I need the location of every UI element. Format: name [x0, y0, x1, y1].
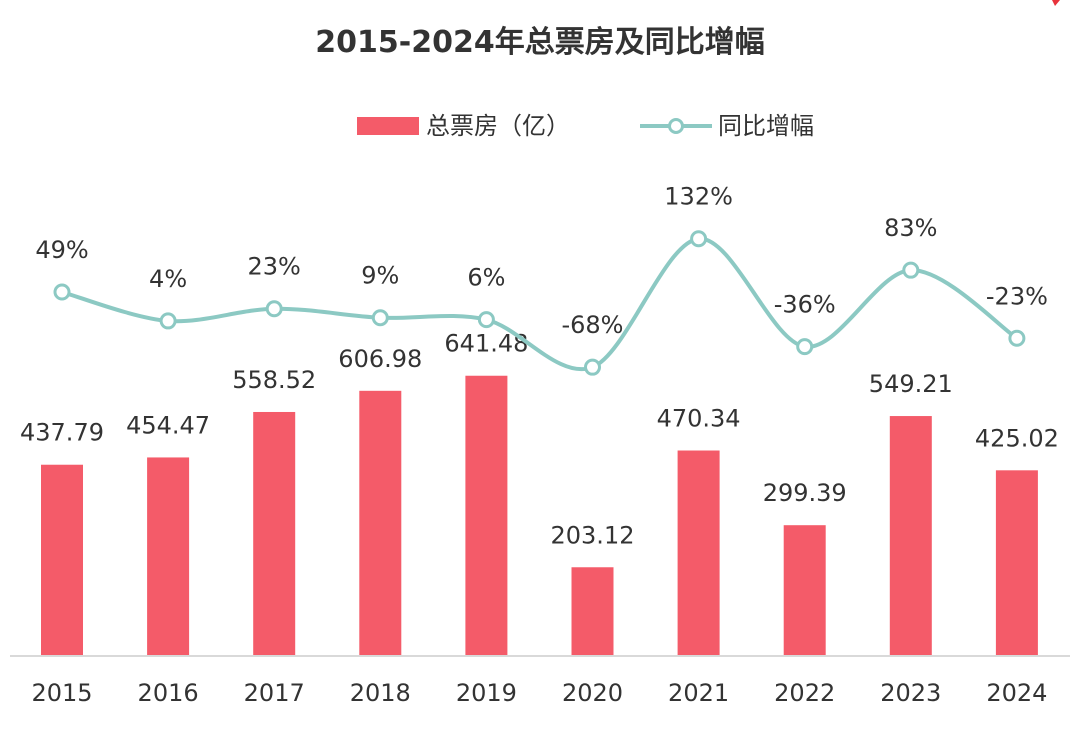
x-tick-2016: 2016: [138, 679, 199, 707]
growth-data-labels: 49% 4% 23% 9% 6% -68% 132% -36% 83% -23%: [35, 183, 1048, 339]
bar-label-2020: 203.12: [551, 521, 635, 549]
bar-2018: [359, 390, 402, 656]
legend: 总票房（亿） 同比增幅: [357, 112, 814, 140]
growth-point-2021: [690, 230, 708, 248]
bar-2015: [41, 464, 83, 656]
bar-label-2015: 437.79: [20, 419, 104, 447]
growth-label-2015: 49%: [35, 236, 88, 264]
chart-title: 2015-2024年总票房及同比增幅: [315, 25, 764, 60]
growth-points: [53, 230, 1026, 376]
growth-point-2023: [902, 261, 920, 279]
bar-2022: [783, 525, 826, 656]
bar-label-2023: 549.21: [869, 370, 953, 398]
growth-point-2017: [265, 300, 283, 318]
growth-point-2019: [477, 311, 495, 329]
bar-label-2018: 606.98: [338, 345, 422, 373]
x-tick-2017: 2017: [244, 679, 305, 707]
x-tick-2023: 2023: [880, 679, 941, 707]
bar-label-2017: 558.52: [232, 366, 316, 394]
x-tick-2021: 2021: [668, 679, 729, 707]
growth-label-2019: 6%: [467, 264, 505, 292]
growth-label-2024: -23%: [986, 282, 1048, 310]
bar-2024: [995, 470, 1038, 656]
bar-label-2021: 470.34: [657, 405, 741, 433]
growth-label-2020: -68%: [561, 311, 623, 339]
growth-point-2015: [53, 283, 71, 301]
bar-series: [41, 375, 1038, 656]
growth-label-2017: 23%: [248, 253, 301, 281]
legend-line-marker: [668, 118, 684, 134]
bar-2016: [147, 457, 190, 656]
bar-label-2016: 454.47: [126, 411, 210, 439]
growth-line: [61, 236, 1019, 372]
legend-bar-label: 总票房（亿）: [426, 112, 570, 140]
bar-label-2024: 425.02: [975, 424, 1059, 452]
x-axis-ticks: 2015 2016 2017 2018 2019 2020 2021 2022 2023 2024: [31, 679, 1047, 707]
bar-2020: [571, 567, 614, 656]
x-tick-2019: 2019: [456, 679, 517, 707]
growth-point-2016: [159, 312, 177, 330]
growth-point-2024: [1008, 329, 1026, 347]
growth-point-2022: [796, 338, 814, 356]
legend-line-label: 同比增幅: [718, 112, 814, 140]
legend-bar-swatch: [357, 117, 419, 135]
growth-label-2022: -36%: [774, 291, 836, 319]
x-tick-2022: 2022: [774, 679, 835, 707]
growth-point-2020: [584, 358, 601, 376]
bar-label-2022: 299.39: [763, 479, 847, 507]
growth-point-2018: [371, 309, 389, 327]
growth-label-2016: 4%: [149, 265, 187, 293]
bar-2021: [677, 450, 720, 656]
x-tick-2024: 2024: [986, 679, 1047, 707]
bar-2019: [465, 375, 508, 656]
growth-label-2018: 9%: [361, 262, 399, 290]
bar-2017: [253, 411, 296, 656]
growth-label-2021: 132%: [664, 183, 733, 211]
bar-data-labels: 437.79 454.47558.52606.98641.48203.12470.…: [20, 330, 1059, 550]
x-tick-2018: 2018: [350, 679, 411, 707]
x-tick-2015: 2015: [31, 679, 92, 707]
growth-label-2023: 83%: [884, 214, 937, 242]
x-tick-2020: 2020: [562, 679, 623, 707]
corner-mark: [1052, 0, 1060, 6]
bar-2023: [889, 416, 932, 656]
